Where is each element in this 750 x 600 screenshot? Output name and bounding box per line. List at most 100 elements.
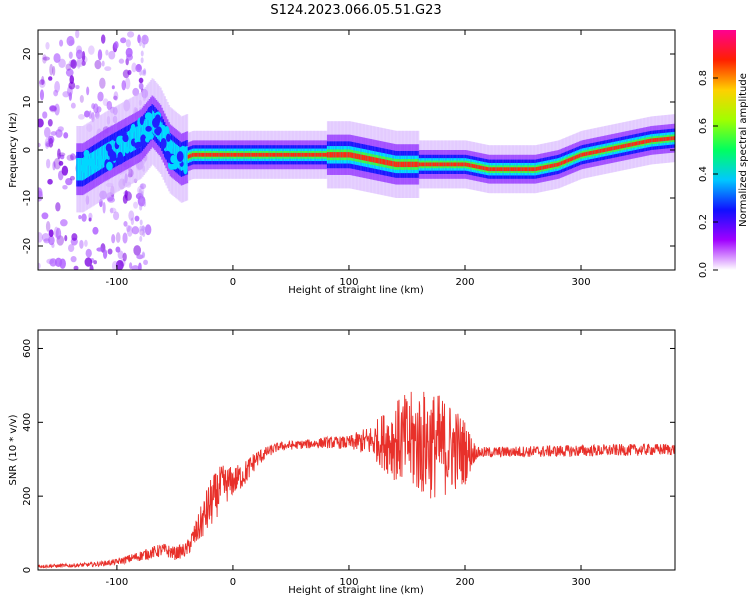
spectrogram-ridge-mark — [647, 139, 650, 144]
spectrogram-noise-mark — [124, 77, 131, 90]
spectrogram-noise-mark — [53, 53, 61, 63]
spectrogram-ridge-mark — [422, 162, 425, 167]
spectrogram-noise-mark — [79, 239, 84, 249]
spectrogram-ridge-mark — [658, 137, 661, 142]
spectrogram-noise-mark — [115, 232, 121, 243]
spectrogram-ridge-mark — [594, 150, 597, 154]
spectrogram-noise-mark — [38, 142, 41, 148]
spectrogram-ridge-mark — [226, 152, 229, 157]
spectrogram-ridge-mark — [170, 155, 177, 164]
spectrogram-ridge-mark — [357, 153, 360, 160]
spectrogram-ridge-mark — [477, 165, 480, 169]
x-tick-label: 0 — [230, 577, 236, 588]
spectrogram-ridge-mark — [229, 152, 232, 157]
spectrogram-ridge-mark — [662, 137, 665, 142]
snr-axes: -100 0 100 200 300 0 200 400 600 — [22, 330, 675, 588]
spectrogram-noise-mark — [78, 113, 85, 120]
spectrogram-ridge-mark — [228, 152, 230, 157]
spectrogram-ridge-mark — [134, 141, 143, 148]
spectrogram-ridge-mark — [325, 152, 328, 157]
y-tick-label: 10 — [22, 96, 33, 109]
spectrogram-ridge-mark — [301, 152, 304, 157]
spectrogram-noise-mark — [68, 92, 72, 101]
spectrogram-noise-mark — [115, 259, 124, 270]
spectrogram-ridge-mark — [275, 152, 278, 157]
spectrogram-ridge-mark — [196, 152, 198, 157]
spectrogram-ridge-mark — [390, 160, 393, 167]
spectrogram-ridge-mark — [257, 152, 260, 157]
spectrogram-ridge-mark — [565, 159, 567, 164]
spectrogram-ridge-mark — [512, 167, 514, 172]
spectrogram-ridge-mark — [585, 151, 588, 156]
spectrogram-ridge-mark — [161, 122, 164, 145]
spectrogram-ridge-mark — [520, 167, 523, 172]
spectrogram-ridge-mark — [328, 152, 331, 158]
spectrogram-ridge-mark — [590, 151, 592, 155]
spectrogram-noise-mark — [143, 200, 147, 207]
spectrogram-ridge-mark — [197, 152, 200, 157]
spectrogram-ridge-mark — [255, 152, 258, 157]
spectrogram-ridge-mark — [173, 142, 176, 166]
spectrogram-noise-mark — [111, 85, 115, 90]
spectrogram-ridge-mark — [449, 162, 452, 167]
spectrogram-noise-mark — [133, 201, 139, 209]
colorbar: 0.0 0.2 0.4 0.6 0.8 Normalized spectral ampl… — [698, 30, 749, 278]
spectrogram-ridge-mark — [332, 152, 335, 158]
spectrogram-noise-mark — [73, 265, 79, 270]
spectrogram-ridge-mark — [125, 132, 127, 156]
spectrogram-noise-mark — [70, 102, 76, 109]
spectrogram-ridge-mark — [407, 161, 410, 168]
spectrogram-ridge-mark — [370, 156, 372, 162]
spectrogram-noise-mark — [48, 235, 55, 246]
spectrogram-noise-mark — [107, 197, 116, 203]
spectrogram-noise-mark — [86, 86, 90, 96]
spectrogram-ridge-mark — [205, 152, 208, 157]
spectrogram-ridge-mark — [240, 152, 243, 157]
spectrogram-ridge-mark — [530, 167, 533, 172]
spectrogram-ridge-mark — [214, 152, 217, 157]
spectrogram-ridge-mark — [122, 134, 125, 157]
spectrogram-ridge-mark — [381, 158, 384, 165]
spectrogram-noise-mark — [65, 68, 74, 77]
spectrogram-ridge-mark — [396, 161, 399, 168]
spectrogram-ridge-mark — [439, 162, 442, 167]
spectrogram-ridge-mark — [668, 136, 670, 141]
spectrogram-ridge-mark — [367, 155, 370, 162]
spectrogram-noise-mark — [83, 110, 90, 118]
spectrogram-ridge-mark — [474, 164, 477, 169]
spectrogram-ridge-mark — [176, 151, 184, 162]
spectrogram-noise-mark — [55, 227, 62, 240]
spectrogram-noise-mark — [43, 127, 51, 138]
spectrogram-noise-mark — [69, 175, 76, 181]
spectrogram-noise-mark — [49, 258, 57, 267]
spectrogram-ridge-mark — [112, 139, 115, 163]
spectrogram-noise-mark — [92, 226, 99, 235]
spectrogram-ridge-mark — [507, 167, 510, 172]
spectrogram-ridge-mark — [551, 163, 553, 168]
spectrogram-ridge-mark — [505, 167, 508, 172]
spectrogram-ridge-mark — [310, 152, 313, 157]
spectrogram-ridge-mark — [514, 167, 517, 172]
spectrogram-ridge-mark — [201, 152, 204, 157]
spectrogram-noise-mark — [53, 158, 61, 170]
spectrogram-ylabel: Frequency (Hz) — [8, 112, 19, 188]
spectrogram-noise-mark — [85, 248, 92, 258]
spectrogram-noise-mark — [113, 91, 119, 101]
spectrogram-ridge-mark — [652, 138, 655, 143]
spectrogram-ridge-mark — [361, 154, 364, 161]
x-tick-label: 200 — [455, 577, 474, 588]
spectrogram-noise-mark — [57, 126, 64, 132]
spectrogram-ridge-mark — [377, 157, 379, 164]
spectrogram-noise-mark — [52, 65, 56, 76]
spectrogram-ridge-mark — [456, 162, 459, 167]
spectrogram-ridge-mark — [519, 167, 521, 172]
spectrogram-ridge-mark — [587, 151, 590, 156]
spectrogram-ridge-mark — [457, 162, 460, 167]
spectrogram-ridge-mark — [350, 152, 353, 158]
spectrogram-ridge-mark — [409, 161, 411, 168]
spectrogram-noise-mark — [143, 68, 147, 75]
spectrogram-ridge-mark — [404, 161, 407, 168]
spectrogram-noise-mark — [128, 210, 135, 221]
colorbar-tick-label: 0.4 — [698, 166, 709, 182]
spectrogram-ridge-mark — [207, 152, 210, 157]
